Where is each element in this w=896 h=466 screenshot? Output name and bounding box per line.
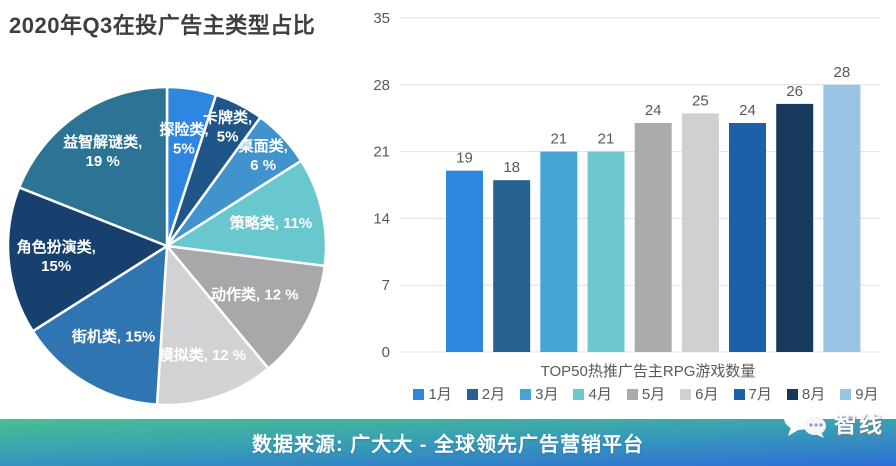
- bar-value-label-4: 21: [598, 131, 615, 148]
- legend-item-month-1: 1月: [413, 386, 452, 403]
- pie-slice-label-3: 6 %: [250, 157, 276, 174]
- legend-label-month-5: 5月: [641, 386, 666, 403]
- legend-label-month-3: 3月: [535, 386, 559, 403]
- pie-slice-8: [6, 186, 169, 333]
- pie-slice-label-3: 桌面类,: [238, 137, 288, 155]
- pie-slice-label-5: 动作类, 12 %: [211, 285, 299, 303]
- bar-value-label-7: 24: [739, 102, 756, 119]
- pie-slice-label-2: 卡牌类,: [203, 109, 252, 127]
- legend-item-month-5: 5月: [626, 386, 666, 403]
- legend-item-month-9: 9月: [840, 386, 879, 403]
- pie-slice-label-9: 益智解谜类,: [63, 133, 142, 151]
- y-tick-21: 21: [373, 144, 390, 161]
- pie-slice-label-9: 19 %: [86, 153, 120, 170]
- bar-month-5: [634, 123, 672, 352]
- legend-swatch-month-2: [466, 389, 478, 400]
- legend-item-month-8: 8月: [786, 386, 826, 403]
- bar-month-9: [823, 84, 861, 353]
- y-tick-0: 0: [382, 344, 390, 360]
- y-tick-28: 28: [373, 77, 390, 94]
- bar-value-label-3: 21: [550, 131, 567, 148]
- pie-slice-9: [17, 85, 169, 248]
- y-tick-14: 14: [373, 210, 390, 227]
- bar-value-label-2: 18: [503, 159, 520, 176]
- brand-name: 智线: [834, 411, 884, 437]
- legend-label-month-2: 2月: [481, 386, 506, 403]
- bar-chart-legend: 1月 2月 3月 4月 5月 6月 7月 8月 9月: [396, 387, 896, 402]
- footer-banner: 数据来源: 广大大 - 全球领先广告营销平台: [0, 419, 896, 466]
- pie-slice-label-2: 5%: [217, 129, 239, 146]
- legend-item-month-2: 2月: [466, 386, 506, 403]
- pie-slice-7: [31, 244, 169, 406]
- legend-swatch-month-5: [626, 389, 638, 400]
- legend-item-month-4: 4月: [573, 386, 612, 403]
- bar-value-label-8: 26: [786, 83, 803, 100]
- page-title: 2020年Q3在投广告主类型占比: [9, 13, 316, 38]
- legend-swatch-month-3: [520, 389, 532, 400]
- legend-swatch-month-8: [786, 389, 798, 400]
- bar-month-1: [446, 170, 483, 352]
- bar-month-7: [729, 123, 766, 352]
- brand-logo: 智线: [782, 404, 884, 440]
- y-tick-35: 35: [373, 10, 390, 27]
- pie-slice-label-1: 探险类,: [159, 121, 208, 139]
- legend-item-month-6: 6月: [680, 386, 719, 403]
- legend-swatch-month-1: [413, 389, 425, 400]
- legend-label-month-4: 4月: [588, 386, 612, 403]
- pie-slice-label-8: 15%: [41, 258, 71, 275]
- legend-label-month-9: 9月: [855, 386, 879, 403]
- pie-slice-label-6: 模拟类, 12 %: [159, 346, 247, 364]
- bar-value-label-5: 24: [645, 102, 662, 119]
- bar-value-label-1: 19: [456, 150, 473, 167]
- bar-value-label-6: 25: [692, 92, 709, 109]
- legend-item-month-7: 7月: [733, 386, 772, 403]
- bar-month-6: [681, 113, 719, 353]
- y-tick-7: 7: [382, 277, 390, 294]
- bar-chart-x-axis-title: TOP50热推广告主RPG游戏数量: [540, 363, 756, 380]
- pie-slice-5: [165, 244, 326, 370]
- chat-bubbles-icon: [784, 406, 826, 438]
- legend-swatch-month-7: [733, 389, 745, 400]
- legend-label-month-7: 7月: [748, 386, 772, 403]
- data-source-text: 数据来源: 广大大 - 全球领先广告营销平台: [252, 434, 644, 456]
- legend-label-month-1: 1月: [428, 386, 452, 403]
- pie-slice-label-1: 5%: [173, 141, 195, 158]
- pie-slice-label-4: 策略类, 11%: [229, 214, 313, 232]
- legend-swatch-month-9: [840, 389, 852, 400]
- pie-slice-4: [165, 159, 328, 268]
- bar-month-4: [587, 151, 625, 352]
- bar-chart: 0 7 14 21 28 35 19 18 21 21 24 25 24 26 28: [373, 10, 880, 360]
- pie-slice-label-8: 角色扮演类,: [17, 238, 96, 256]
- pie-slice-label-7: 街机类, 15%: [71, 327, 155, 345]
- bar-month-8: [776, 103, 814, 353]
- bar-month-2: [493, 180, 531, 352]
- legend-label-month-6: 6月: [695, 386, 719, 403]
- pie-slice-6: [155, 244, 270, 407]
- legend-swatch-month-4: [573, 389, 585, 400]
- bar-month-3: [540, 151, 578, 352]
- legend-item-month-3: 3月: [520, 387, 558, 402]
- bar-value-label-9: 28: [834, 64, 851, 81]
- legend-label-month-8: 8月: [801, 386, 826, 403]
- legend-swatch-month-6: [680, 389, 692, 400]
- pie-chart: 探险类,5%卡牌类,5%桌面类,6 %策略类, 11%动作类, 12 %模拟类,…: [6, 85, 328, 407]
